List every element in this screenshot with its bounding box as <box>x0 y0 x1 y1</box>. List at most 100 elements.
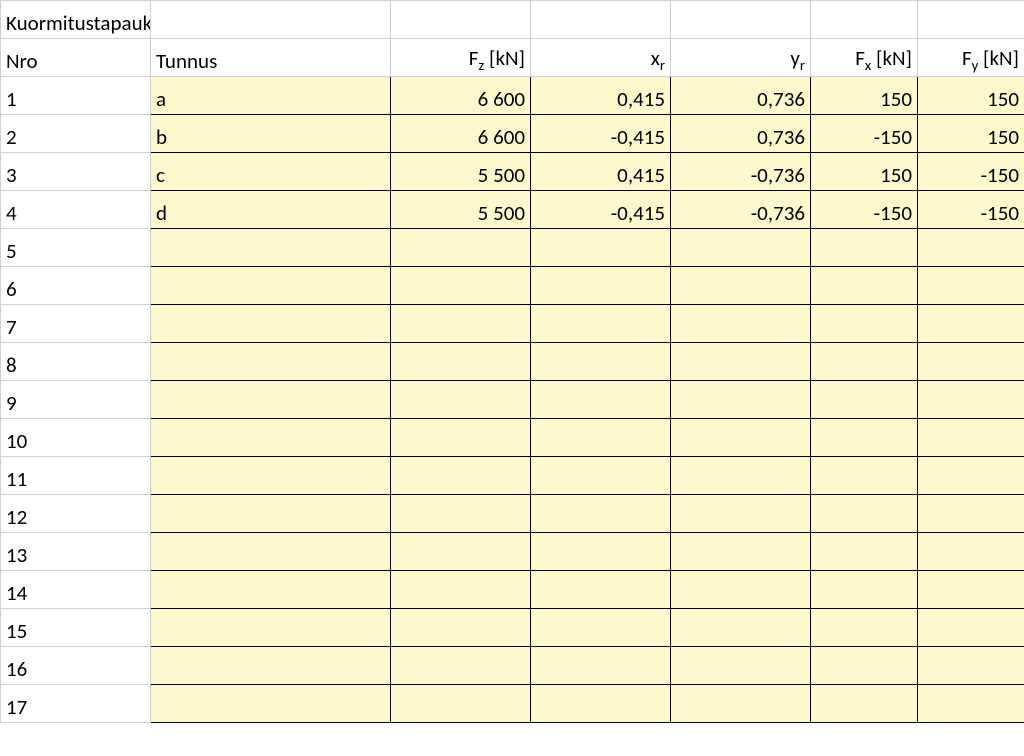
cell-fz[interactable] <box>391 495 531 533</box>
cell-xr[interactable]: 0,415 <box>531 153 671 191</box>
cell-yr[interactable]: 0,736 <box>671 77 811 115</box>
cell-yr[interactable] <box>671 381 811 419</box>
cell-fz[interactable] <box>391 647 531 685</box>
cell-yr[interactable] <box>671 267 811 305</box>
cell-tunnus[interactable]: d <box>151 191 391 229</box>
cell-yr[interactable] <box>671 609 811 647</box>
cell-tunnus[interactable] <box>151 305 391 343</box>
cell-fz[interactable]: 5 500 <box>391 191 531 229</box>
cell-tunnus[interactable] <box>151 267 391 305</box>
cell-fx[interactable]: 150 <box>811 153 918 191</box>
cell-fz[interactable] <box>391 419 531 457</box>
cell-tunnus[interactable] <box>151 609 391 647</box>
cell-fz[interactable] <box>391 609 531 647</box>
cell-fx[interactable] <box>811 419 918 457</box>
cell-fy[interactable] <box>918 533 1024 571</box>
cell-fz[interactable]: 6 600 <box>391 77 531 115</box>
cell-yr[interactable]: 0,736 <box>671 115 811 153</box>
cell-fy[interactable] <box>918 419 1024 457</box>
cell-fx[interactable]: 150 <box>811 77 918 115</box>
cell-fy[interactable] <box>918 647 1024 685</box>
cell-tunnus[interactable] <box>151 381 391 419</box>
cell-fx[interactable] <box>811 685 918 723</box>
cell-yr[interactable]: -0,736 <box>671 191 811 229</box>
cell-yr[interactable] <box>671 229 811 267</box>
cell-xr[interactable]: -0,415 <box>531 191 671 229</box>
cell-fy[interactable] <box>918 609 1024 647</box>
cell-tunnus[interactable] <box>151 685 391 723</box>
cell-yr[interactable] <box>671 343 811 381</box>
cell-xr[interactable] <box>531 495 671 533</box>
cell-fx[interactable] <box>811 533 918 571</box>
cell-tunnus[interactable] <box>151 229 391 267</box>
cell-fx[interactable] <box>811 229 918 267</box>
cell-yr[interactable] <box>671 495 811 533</box>
cell-fy[interactable]: -150 <box>918 191 1024 229</box>
cell-fx[interactable] <box>811 343 918 381</box>
cell-xr[interactable] <box>531 609 671 647</box>
cell-yr[interactable]: -0,736 <box>671 153 811 191</box>
cell-tunnus[interactable]: a <box>151 77 391 115</box>
cell-fx[interactable] <box>811 305 918 343</box>
cell-tunnus[interactable] <box>151 343 391 381</box>
cell-fy[interactable] <box>918 571 1024 609</box>
cell-yr[interactable] <box>671 419 811 457</box>
cell-tunnus[interactable] <box>151 495 391 533</box>
cell-fx[interactable]: -150 <box>811 191 918 229</box>
cell-tunnus[interactable]: b <box>151 115 391 153</box>
cell-fy[interactable]: 150 <box>918 115 1024 153</box>
cell-fz[interactable] <box>391 533 531 571</box>
cell-fx[interactable] <box>811 457 918 495</box>
cell-xr[interactable] <box>531 343 671 381</box>
cell-xr[interactable] <box>531 267 671 305</box>
cell-fz[interactable] <box>391 571 531 609</box>
cell-fz[interactable] <box>391 343 531 381</box>
cell-fx[interactable] <box>811 609 918 647</box>
cell-xr[interactable] <box>531 457 671 495</box>
cell-fy[interactable] <box>918 229 1024 267</box>
cell-xr[interactable]: 0,415 <box>531 77 671 115</box>
cell-fy[interactable] <box>918 267 1024 305</box>
cell-fy[interactable] <box>918 457 1024 495</box>
cell-fx[interactable] <box>811 571 918 609</box>
cell-tunnus[interactable]: c <box>151 153 391 191</box>
cell-xr[interactable] <box>531 647 671 685</box>
cell-yr[interactable] <box>671 305 811 343</box>
cell-fz[interactable] <box>391 305 531 343</box>
cell-xr[interactable] <box>531 685 671 723</box>
cell-fz[interactable] <box>391 229 531 267</box>
cell-xr[interactable] <box>531 305 671 343</box>
cell-tunnus[interactable] <box>151 419 391 457</box>
cell-fz[interactable]: 5 500 <box>391 153 531 191</box>
cell-fx[interactable] <box>811 647 918 685</box>
cell-fy[interactable] <box>918 495 1024 533</box>
cell-fx[interactable] <box>811 267 918 305</box>
cell-fy[interactable]: -150 <box>918 153 1024 191</box>
cell-fx[interactable] <box>811 495 918 533</box>
cell-fy[interactable] <box>918 305 1024 343</box>
cell-yr[interactable] <box>671 533 811 571</box>
cell-fx[interactable]: -150 <box>811 115 918 153</box>
cell-xr[interactable] <box>531 571 671 609</box>
cell-fy[interactable] <box>918 381 1024 419</box>
cell-yr[interactable] <box>671 647 811 685</box>
cell-fz[interactable] <box>391 381 531 419</box>
cell-tunnus[interactable] <box>151 457 391 495</box>
cell-yr[interactable] <box>671 685 811 723</box>
cell-tunnus[interactable] <box>151 647 391 685</box>
cell-xr[interactable] <box>531 229 671 267</box>
cell-fz[interactable] <box>391 267 531 305</box>
cell-xr[interactable] <box>531 533 671 571</box>
cell-xr[interactable] <box>531 381 671 419</box>
cell-yr[interactable] <box>671 571 811 609</box>
cell-fy[interactable]: 150 <box>918 77 1024 115</box>
cell-xr[interactable] <box>531 419 671 457</box>
cell-yr[interactable] <box>671 457 811 495</box>
cell-fy[interactable] <box>918 685 1024 723</box>
cell-fz[interactable]: 6 600 <box>391 115 531 153</box>
cell-xr[interactable]: -0,415 <box>531 115 671 153</box>
cell-fy[interactable] <box>918 343 1024 381</box>
cell-tunnus[interactable] <box>151 533 391 571</box>
cell-fz[interactable] <box>391 685 531 723</box>
cell-tunnus[interactable] <box>151 571 391 609</box>
